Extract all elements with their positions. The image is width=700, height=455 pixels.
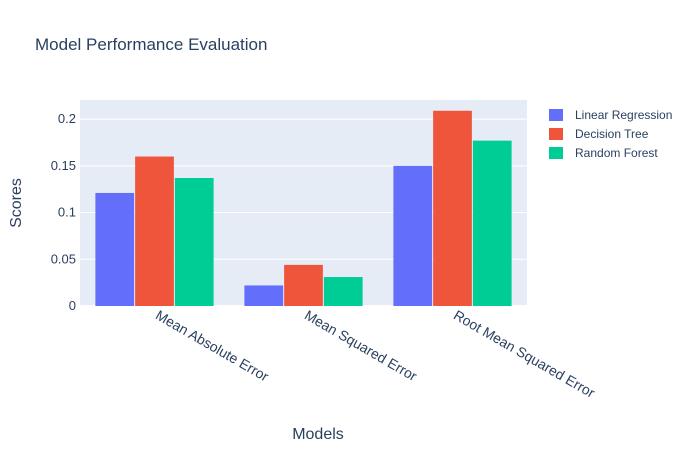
y-tick-label: 0.05 bbox=[51, 251, 76, 266]
bar-decision-tree[interactable] bbox=[284, 264, 323, 306]
bar-random-forest[interactable] bbox=[323, 277, 363, 306]
y-tick-label: 0.2 bbox=[58, 111, 76, 126]
bar-linear-regression[interactable] bbox=[393, 165, 433, 306]
bars bbox=[95, 110, 512, 306]
y-tick-label: 0.15 bbox=[51, 158, 76, 173]
bar-linear-regression[interactable] bbox=[244, 285, 284, 306]
x-tick-label: Mean Absolute Error bbox=[153, 307, 272, 385]
y-axis-title: Scores bbox=[8, 178, 25, 228]
legend-label: Linear Regression bbox=[575, 108, 672, 122]
x-axis-ticks: Mean Absolute Error Mean Squared Error Roo… bbox=[153, 307, 598, 401]
chart-title: Model Performance Evaluation bbox=[35, 35, 267, 54]
y-tick-label: 0.1 bbox=[58, 205, 76, 220]
legend-swatch bbox=[549, 128, 563, 140]
legend-swatch bbox=[549, 109, 563, 121]
legend-label: Decision Tree bbox=[575, 127, 649, 141]
bar-linear-regression[interactable] bbox=[95, 192, 135, 306]
legend-label: Random Forest bbox=[575, 146, 658, 160]
x-tick-label: Root Mean Squared Error bbox=[451, 307, 598, 401]
x-axis-title: Models bbox=[292, 426, 344, 443]
legend[interactable]: Linear Regression Decision Tree Random For… bbox=[549, 108, 672, 160]
y-tick-label: 0 bbox=[69, 298, 76, 313]
legend-item[interactable]: Linear Regression bbox=[549, 108, 672, 122]
bar-random-forest[interactable] bbox=[472, 140, 512, 306]
y-axis-ticks: 0 0.05 0.1 0.15 0.2 bbox=[51, 111, 76, 313]
bar-decision-tree[interactable] bbox=[135, 156, 174, 306]
legend-item[interactable]: Random Forest bbox=[549, 146, 658, 160]
bar-decision-tree[interactable] bbox=[433, 110, 472, 306]
bar-random-forest[interactable] bbox=[174, 178, 214, 306]
x-tick-label: Mean Squared Error bbox=[302, 307, 420, 384]
legend-swatch bbox=[549, 147, 563, 159]
legend-item[interactable]: Decision Tree bbox=[549, 127, 649, 141]
